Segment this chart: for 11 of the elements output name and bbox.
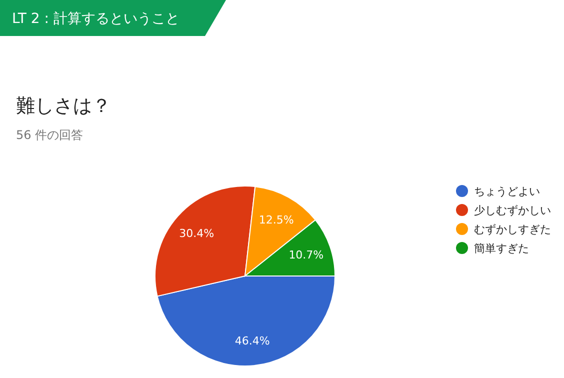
data-label: 10.7% (288, 248, 324, 262)
legend-label: 簡単すぎた (474, 242, 529, 255)
data-label: 30.4% (179, 226, 214, 240)
legend-label: 少しむずかしい (474, 204, 551, 217)
chart-title: 難しさは？ (16, 95, 111, 117)
legend-label: ちょうどよい (474, 185, 540, 198)
banner: LT 2 : 計算するということ (0, 0, 226, 36)
legend-label: むずかしすぎた (474, 223, 551, 236)
text: 56 件の回答 (16, 128, 84, 142)
data-label: 12.5% (258, 213, 294, 226)
data-label: 46.4% (234, 334, 270, 348)
